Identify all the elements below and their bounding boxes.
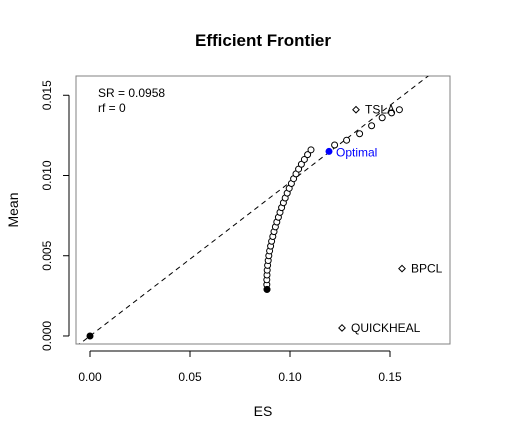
frontier-point <box>388 109 396 117</box>
chart-title: Efficient Frontier <box>195 31 331 50</box>
y-axis: 0.000 0.005 0.010 0.015 <box>40 80 70 351</box>
x-tick-label: 0.05 <box>178 370 202 384</box>
x-tick-label: 0.00 <box>78 370 102 384</box>
optimal-point <box>325 147 333 155</box>
frontier-point <box>300 155 308 163</box>
filled-point <box>263 285 271 293</box>
sharpe-ratio-label: SR = 0.0958 <box>98 86 165 100</box>
plot-frame <box>75 75 451 345</box>
risk-free-label: rf = 0 <box>98 101 126 115</box>
frontier-point <box>395 106 403 114</box>
y-tick-label: 0.000 <box>40 321 54 351</box>
frontier-point <box>368 122 376 130</box>
x-tick-label: 0.10 <box>278 370 302 384</box>
x-tick-label: 0.15 <box>378 370 402 384</box>
optimal-label: Optimal <box>336 145 377 159</box>
asset-point <box>338 324 346 332</box>
y-tick-label: 0.015 <box>40 80 54 110</box>
tangent-line <box>78 76 430 344</box>
asset-label: QUICKHEAL <box>351 321 421 335</box>
frontier-point <box>304 151 312 159</box>
x-axis: 0.00 0.05 0.10 0.15 <box>78 350 402 384</box>
frontier-point <box>307 146 315 154</box>
x-axis-label: ES <box>254 403 273 419</box>
frontier-point <box>331 141 339 149</box>
frontier-point <box>378 114 386 122</box>
asset-label: TSLA <box>365 103 395 117</box>
asset-label: BPCL <box>411 262 443 276</box>
y-axis-label: Mean <box>5 192 21 227</box>
asset-point <box>352 105 360 114</box>
frontier-point <box>356 130 364 138</box>
frontier-point <box>297 160 305 168</box>
filled-point <box>86 332 94 340</box>
plot-area: Optimal TSLA BPCL QUICKHEAL <box>78 76 443 344</box>
asset-point <box>398 264 406 273</box>
frontier-point <box>343 136 351 144</box>
y-tick-label: 0.005 <box>40 240 54 270</box>
y-tick-label: 0.010 <box>40 160 54 190</box>
